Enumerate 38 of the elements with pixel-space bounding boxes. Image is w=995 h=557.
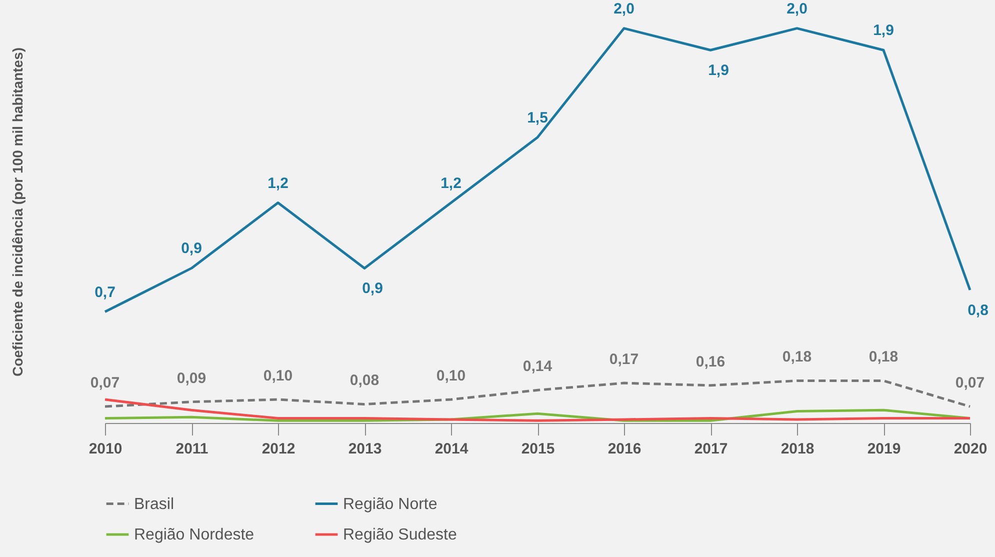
data-label: 0,07 — [90, 374, 120, 392]
data-label: 0,18 — [868, 348, 898, 366]
legend-label: Região Nordeste — [134, 526, 254, 544]
data-label: 1,2 — [440, 174, 462, 192]
legend-label: Região Norte — [343, 496, 438, 513]
data-label: 0,14 — [522, 358, 553, 376]
data-label: 0,7 — [94, 284, 116, 301]
x-tick-label: 2020 — [954, 440, 988, 458]
x-tick-label: 2015 — [521, 440, 555, 458]
data-label: 0,10 — [436, 368, 466, 384]
data-label: 0,08 — [350, 372, 380, 390]
x-tick-label: 2010 — [88, 440, 122, 458]
x-tick-label: 2019 — [867, 440, 901, 458]
data-label: 0,18 — [782, 348, 812, 366]
data-label: 2,0 — [614, 0, 634, 18]
data-label: 0,10 — [263, 368, 293, 384]
data-label: 1,9 — [708, 62, 729, 80]
legend-label: Brasil — [134, 496, 174, 513]
data-label: 0,9 — [181, 240, 202, 258]
x-tick-label: 2013 — [348, 440, 382, 458]
y-axis-title: Coeficiente de incidência (por 100 mil habitantes) — [10, 47, 26, 377]
data-label: 1,5 — [527, 109, 548, 126]
data-label: 0,09 — [176, 370, 206, 387]
x-tick-label: 2018 — [780, 440, 814, 458]
data-label: 0,17 — [609, 351, 639, 368]
x-tick-label: 2014 — [434, 440, 469, 458]
x-tick-label: 2016 — [608, 440, 642, 458]
data-label: 0,16 — [696, 353, 726, 370]
data-label: 1,9 — [873, 22, 894, 40]
x-tick-label: 2011 — [176, 440, 208, 458]
data-label: 0,8 — [968, 302, 988, 319]
x-tick-label: 2012 — [262, 440, 296, 458]
legend-label: Região Sudeste — [343, 526, 457, 544]
data-label: 0,9 — [362, 280, 383, 298]
data-label: 1,2 — [268, 174, 288, 192]
data-label: 0,07 — [955, 374, 985, 392]
x-tick-label: 2017 — [694, 440, 728, 458]
data-label: 2,0 — [786, 0, 808, 18]
